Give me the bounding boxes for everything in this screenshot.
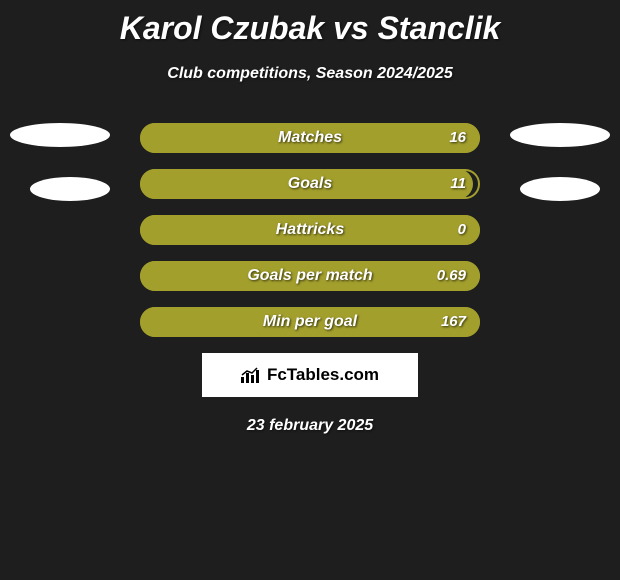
logo-box: FcTables.com xyxy=(202,353,418,397)
bar-label: Goals xyxy=(140,169,480,199)
bar-value: 0 xyxy=(458,215,466,245)
bar-value: 11 xyxy=(450,169,466,199)
stat-bar-matches: Matches 16 xyxy=(140,123,480,153)
bar-label: Min per goal xyxy=(140,307,480,337)
date-label: 23 february 2025 xyxy=(0,417,620,435)
decor-ellipse xyxy=(30,177,110,201)
chart-icon xyxy=(241,367,261,383)
bar-value: 0.69 xyxy=(437,261,466,291)
decor-ellipse xyxy=(520,177,600,201)
chart-area: Matches 16 Goals 11 Hattricks 0 Goals pe… xyxy=(0,123,620,435)
decor-ellipse xyxy=(10,123,110,147)
bar-label: Hattricks xyxy=(140,215,480,245)
subtitle: Club competitions, Season 2024/2025 xyxy=(0,65,620,83)
bar-value: 16 xyxy=(449,123,466,153)
bar-value: 167 xyxy=(441,307,466,337)
page-title: Karol Czubak vs Stanclik xyxy=(0,0,620,47)
stat-bar-goals: Goals 11 xyxy=(140,169,480,199)
stat-bar-hattricks: Hattricks 0 xyxy=(140,215,480,245)
bar-label: Matches xyxy=(140,123,480,153)
logo-text: FcTables.com xyxy=(267,365,379,385)
bar-label: Goals per match xyxy=(140,261,480,291)
decor-ellipse xyxy=(510,123,610,147)
stat-bar-min-per-goal: Min per goal 167 xyxy=(140,307,480,337)
stat-bar-goals-per-match: Goals per match 0.69 xyxy=(140,261,480,291)
